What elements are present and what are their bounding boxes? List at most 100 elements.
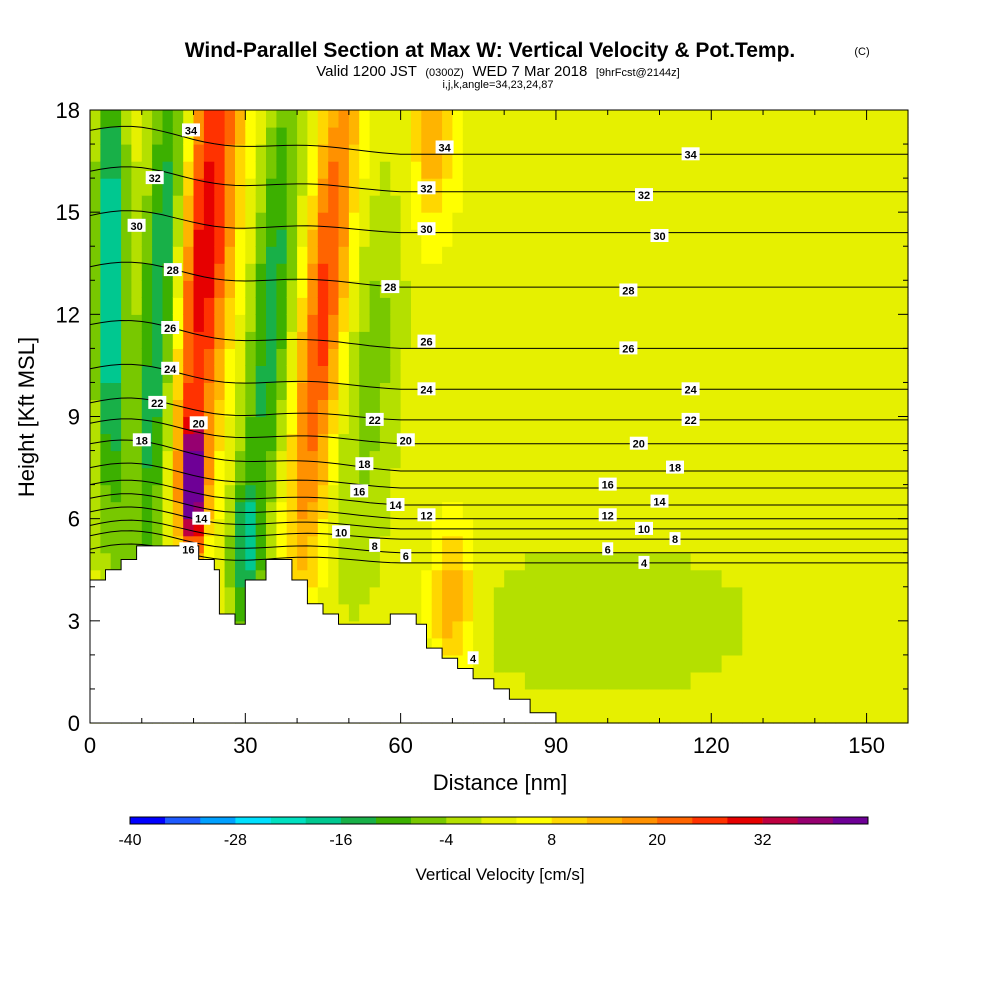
field-cell (462, 450, 474, 469)
field-cell (876, 144, 888, 162)
field-cell (845, 569, 857, 588)
field-cell (152, 450, 164, 469)
theta-label: 34 (185, 125, 198, 137)
field-cell (411, 603, 422, 622)
theta-label-bg (681, 412, 700, 426)
field-cell (172, 110, 184, 128)
colorbar-swatch (692, 817, 728, 824)
field-cell (431, 637, 443, 656)
field-cell (535, 110, 547, 128)
field-cell (721, 280, 733, 298)
field-cell (669, 144, 681, 162)
field-cell (649, 382, 661, 400)
field-cell (462, 501, 474, 520)
field-cell (379, 382, 391, 400)
field-cell (566, 467, 578, 486)
field-cell (307, 433, 319, 452)
field-cell (338, 195, 350, 213)
field-cell (483, 195, 495, 213)
field-cell (566, 688, 578, 707)
field-cell (152, 314, 164, 332)
field-cell (783, 569, 795, 588)
field-cell (638, 144, 650, 162)
field-cell (669, 654, 681, 673)
field-cell (504, 161, 516, 179)
field-cell (814, 127, 826, 145)
field-cell (794, 671, 806, 690)
field-cell (286, 399, 298, 418)
field-cell (452, 637, 464, 656)
field-cell (690, 569, 702, 588)
field-cell (804, 654, 816, 673)
field-cell (411, 127, 422, 145)
field-cell (110, 552, 122, 571)
field-cell (317, 178, 329, 196)
field-cell (473, 331, 485, 349)
field-cell (421, 195, 433, 213)
field-cell (700, 467, 712, 486)
field-cell (400, 246, 412, 264)
field-cell (680, 399, 692, 418)
field-cell (866, 178, 878, 196)
field-cell (576, 569, 588, 588)
field-cell (669, 518, 681, 537)
field-cell (814, 586, 826, 605)
field-cell (628, 569, 640, 588)
field-cell (680, 246, 692, 264)
field-cell (224, 569, 236, 588)
field-cell (814, 229, 826, 247)
field-cell (763, 110, 774, 128)
field-cell (856, 620, 868, 639)
field-cell (876, 195, 888, 213)
field-cell (338, 331, 350, 349)
field-cell (721, 586, 733, 605)
field-cell (183, 365, 195, 383)
field-cell (121, 467, 133, 486)
field-cell (121, 382, 133, 400)
field-cell (887, 161, 899, 179)
field-cell (183, 331, 195, 349)
field-cell (659, 212, 671, 230)
field-cell (638, 654, 650, 673)
field-cell (214, 314, 226, 332)
field-cell (493, 518, 505, 537)
field-cell (763, 195, 774, 213)
field-cell (483, 212, 495, 230)
field-cell (794, 603, 806, 622)
theta-contour-8 (89, 519, 908, 540)
field-cell (783, 416, 795, 435)
field-cell (121, 161, 133, 179)
field-cell (752, 433, 764, 452)
field-cell (307, 586, 319, 605)
field-cell (90, 246, 101, 264)
field-cell (783, 671, 795, 690)
field-cell (690, 331, 702, 349)
field-cell (203, 246, 215, 264)
field-cell (235, 501, 246, 520)
field-cell (773, 450, 785, 469)
field-cell (524, 314, 536, 332)
field-cell (214, 552, 226, 571)
colorbar-swatch (481, 817, 517, 824)
field-cell (794, 127, 806, 145)
field-cell (566, 416, 578, 435)
field-cell (172, 467, 184, 486)
field-cell (452, 263, 464, 281)
field-cell (483, 569, 495, 588)
field-cell (286, 382, 298, 400)
field-cell (835, 399, 847, 418)
field-cell (804, 552, 816, 571)
field-cell (555, 637, 567, 656)
field-cell (100, 144, 112, 162)
field-cell (473, 637, 485, 656)
field-cell (100, 348, 112, 366)
theta-label-bg (635, 521, 653, 535)
field-cell (255, 416, 267, 435)
field-cell (514, 365, 526, 383)
field-cell (514, 195, 526, 213)
field-cell (783, 637, 795, 656)
field-cell (431, 297, 443, 315)
field-cell (442, 535, 454, 554)
field-cell (783, 161, 795, 179)
field-cell (845, 535, 857, 554)
